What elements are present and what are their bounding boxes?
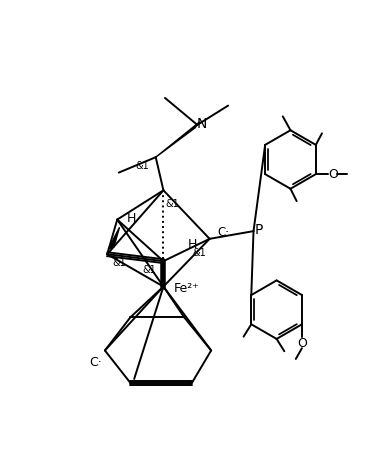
Text: C·: C·	[217, 226, 229, 239]
Text: &1: &1	[166, 199, 180, 209]
Text: H: H	[126, 212, 136, 225]
Text: &1: &1	[135, 162, 149, 171]
Text: H: H	[188, 238, 197, 251]
Text: O: O	[329, 168, 338, 181]
Text: Fe²⁺: Fe²⁺	[174, 282, 200, 295]
Polygon shape	[108, 227, 120, 249]
Text: O: O	[297, 337, 307, 350]
Text: N: N	[197, 117, 207, 131]
Polygon shape	[156, 122, 200, 157]
Text: C·: C·	[89, 356, 102, 369]
Text: &1: &1	[112, 258, 126, 269]
Text: &1: &1	[192, 248, 206, 258]
Text: P: P	[255, 223, 263, 238]
Text: &1: &1	[143, 265, 156, 275]
